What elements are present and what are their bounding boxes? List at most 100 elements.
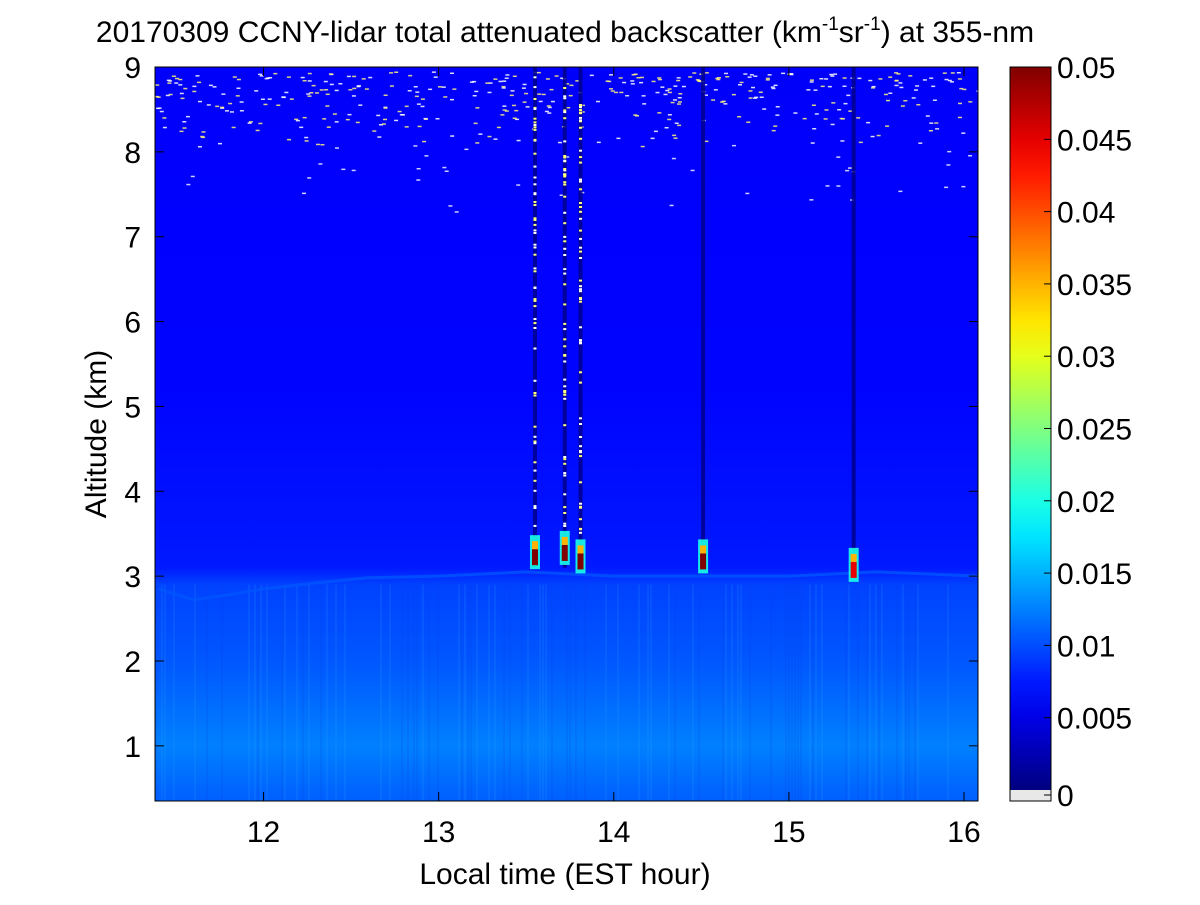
noise-speckle	[168, 93, 173, 96]
noise-speckle	[522, 101, 527, 103]
noise-speckle	[886, 99, 890, 102]
noise-speckle	[848, 110, 853, 112]
noise-speckle	[746, 121, 751, 123]
plot-area	[155, 67, 978, 801]
noise-speckle	[352, 87, 357, 90]
noise-speckle	[631, 74, 636, 76]
noise-speckle	[302, 80, 307, 82]
streak	[875, 584, 877, 801]
noise-speckle	[454, 211, 459, 213]
dropout-speckle	[579, 423, 583, 425]
noise-speckle	[771, 129, 776, 132]
noise-speckle	[674, 122, 679, 124]
noise-speckle	[840, 140, 845, 142]
noise-speckle	[618, 77, 623, 79]
noise-speckle	[673, 99, 677, 101]
noise-speckle	[258, 73, 263, 76]
noise-speckle	[765, 77, 770, 80]
streak	[674, 584, 676, 801]
noise-speckle	[165, 94, 170, 97]
dropout-speckle	[563, 303, 567, 306]
noise-speckle	[903, 100, 908, 102]
noise-speckle	[332, 113, 337, 115]
noise-speckle	[351, 169, 356, 172]
noise-speckle	[413, 86, 418, 88]
noise-speckle	[894, 72, 899, 74]
noise-speckle	[376, 114, 381, 117]
noise-speckle	[438, 86, 442, 88]
noise-speckle	[510, 90, 515, 92]
noise-speckle	[956, 72, 961, 74]
noise-speckle	[842, 85, 847, 87]
noise-speckle	[315, 92, 319, 94]
y-tick-label: 6	[124, 307, 141, 340]
noise-speckle	[414, 95, 419, 98]
noise-speckle	[688, 76, 693, 78]
streak	[821, 584, 823, 801]
dropout-speckle	[579, 342, 583, 345]
noise-speckle	[304, 136, 309, 139]
noise-speckle	[464, 148, 469, 151]
cloud-core	[577, 553, 584, 570]
noise-speckle	[268, 77, 273, 79]
noise-speckle	[898, 82, 903, 84]
dropout-speckle	[533, 246, 537, 249]
noise-speckle	[334, 121, 339, 123]
noise-speckle	[307, 177, 312, 179]
noise-speckle	[407, 90, 412, 92]
noise-speckle	[813, 89, 818, 91]
noise-speckle	[704, 94, 708, 96]
noise-speckle	[323, 80, 328, 83]
dropout-speckle	[533, 524, 537, 527]
noise-speckle	[589, 74, 594, 77]
noise-speckle	[487, 91, 492, 94]
noise-speckle	[167, 82, 172, 84]
noise-speckle	[660, 86, 665, 88]
colorbar-frame	[1009, 66, 1052, 802]
noise-speckle	[326, 126, 331, 128]
noise-speckle	[248, 121, 253, 123]
noise-speckle	[633, 73, 638, 75]
noise-speckle	[179, 92, 184, 95]
noise-speckle	[968, 155, 973, 157]
dropout-speckle	[563, 283, 567, 286]
noise-speckle	[958, 102, 962, 105]
noise-speckle	[325, 93, 330, 95]
noise-speckle	[424, 155, 429, 157]
dropout-speckle	[563, 183, 567, 186]
noise-speckle	[500, 114, 505, 116]
noise-speckle	[670, 101, 675, 104]
noise-speckle	[239, 110, 244, 112]
noise-speckle	[201, 131, 206, 133]
streak	[428, 584, 430, 801]
noise-speckle	[472, 80, 477, 83]
streak	[617, 584, 619, 801]
noise-speckle	[812, 128, 817, 130]
streak	[284, 584, 286, 801]
noise-speckle	[450, 72, 454, 74]
noise-speckle	[868, 79, 873, 82]
noise-speckle	[546, 105, 551, 107]
noise-speckle	[568, 94, 573, 97]
dropout-speckle	[533, 379, 537, 382]
cloud-mid	[577, 545, 584, 554]
noise-speckle	[641, 95, 646, 97]
streak	[155, 584, 157, 801]
noise-speckle	[569, 84, 574, 87]
noise-speckle	[180, 97, 185, 100]
cloud-core	[850, 561, 857, 578]
noise-speckle	[959, 87, 964, 90]
streak	[545, 584, 547, 801]
dropout-speckle	[533, 217, 537, 220]
noise-speckle	[521, 87, 526, 89]
noise-speckle	[773, 84, 778, 87]
noise-speckle	[472, 95, 477, 97]
high-altitude-noise	[155, 71, 978, 213]
noise-speckle	[175, 77, 179, 80]
noise-speckle	[416, 103, 421, 105]
noise-speckle	[878, 78, 883, 80]
noise-speckle	[961, 185, 966, 188]
dropout-speckle	[563, 462, 567, 465]
noise-speckle	[322, 118, 327, 120]
dropout-speckle	[533, 318, 537, 320]
